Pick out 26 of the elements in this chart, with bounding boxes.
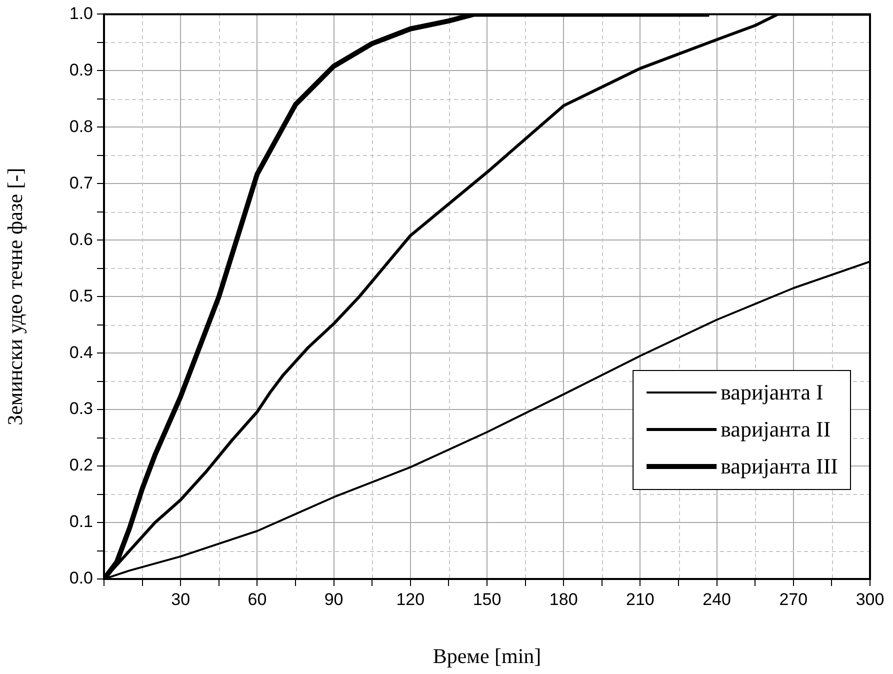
legend-label: варијанта III xyxy=(720,453,838,478)
y-tick-label: 0.5 xyxy=(69,286,93,306)
y-tick-label: 0.0 xyxy=(69,568,93,588)
y-tick-label: 0.6 xyxy=(69,230,93,249)
legend-label: варијанта I xyxy=(720,379,824,404)
x-tick-label: 30 xyxy=(171,590,190,609)
x-tick-label: 150 xyxy=(472,590,502,609)
x-tick-label: 240 xyxy=(702,590,731,609)
x-tick-label: 270 xyxy=(779,590,808,609)
y-tick-label: 0.4 xyxy=(69,342,93,362)
y-tick-label: 0.8 xyxy=(69,116,93,136)
x-tick-label: 210 xyxy=(626,590,654,609)
y-tick-label: 0.1 xyxy=(69,512,93,532)
y-axis-title: Земински удео течне фазе [-] xyxy=(3,168,28,426)
x-tick-label: 60 xyxy=(248,590,267,609)
x-axis-title: Време [min] xyxy=(432,644,542,668)
y-tick-label: 0.9 xyxy=(69,60,93,80)
x-tick-label: 120 xyxy=(396,590,425,609)
y-tick-label: 0.3 xyxy=(69,399,93,418)
y-tick-label: 0.2 xyxy=(69,456,93,475)
x-tick-label: 180 xyxy=(549,590,578,609)
x-tick-label: 300 xyxy=(856,590,884,609)
x-tick-label: 90 xyxy=(324,590,344,609)
y-tick-label: 0.7 xyxy=(69,173,93,192)
legend-label: варијанта II xyxy=(720,416,831,442)
y-tick-label: 1.0 xyxy=(69,4,93,23)
